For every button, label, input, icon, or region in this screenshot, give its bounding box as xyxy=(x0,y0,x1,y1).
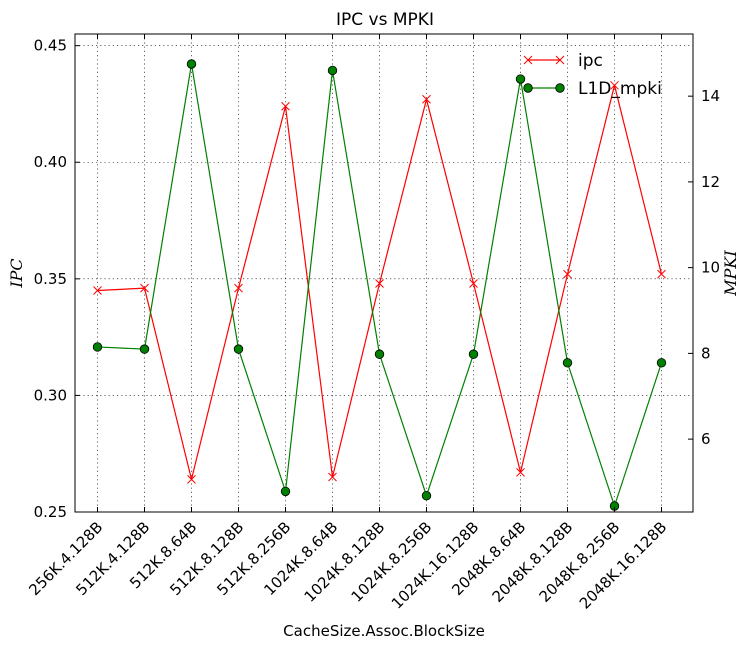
x-marker xyxy=(93,286,102,295)
series-layer xyxy=(92,59,667,511)
x-tick-label: 2048K.8.256B xyxy=(536,518,624,606)
x-marker xyxy=(657,269,666,279)
circle-marker xyxy=(92,342,103,352)
circle-marker xyxy=(233,344,244,354)
y-tick-label-right: 10 xyxy=(701,259,720,277)
circle-marker xyxy=(374,349,385,359)
y-tick-label-left: 0.25 xyxy=(34,503,67,521)
ticks: 256K.4.128B512K.4.128B512K.8.64B512K.8.1… xyxy=(25,34,720,613)
x-axis-label: CacheSize.Assoc.BlockSize xyxy=(283,622,485,640)
y-tick-label-right: 14 xyxy=(701,87,720,105)
x-marker xyxy=(523,55,533,65)
y-tick-label-left: 0.35 xyxy=(34,270,67,288)
grid xyxy=(75,34,693,513)
y-tick-label-left: 0.40 xyxy=(34,153,67,171)
y-tick-label-right: 6 xyxy=(701,430,711,448)
y-axis-label-right: MPKI xyxy=(721,250,740,297)
legend-entry: L1D_mpki xyxy=(523,79,662,99)
x-tick-label: 1024K.8.128B xyxy=(301,518,389,606)
x-marker xyxy=(281,101,290,111)
legend: ipc L1D_mpki xyxy=(523,51,662,99)
circle-marker xyxy=(139,344,150,354)
legend-label: L1D_mpki xyxy=(578,79,662,99)
chart-title: IPC vs MPKI xyxy=(336,10,434,30)
circle-marker xyxy=(562,358,573,368)
circle-marker xyxy=(555,83,565,93)
x-marker xyxy=(422,94,431,104)
x-tick-label: 1024K.8.256B xyxy=(348,518,436,606)
x-marker xyxy=(375,279,384,288)
circle-marker xyxy=(280,486,291,497)
circle-marker xyxy=(186,59,197,69)
series-L1D_mpki xyxy=(92,59,667,511)
circle-marker xyxy=(523,83,533,93)
series-line xyxy=(97,85,663,480)
legend-entry: ipc xyxy=(523,51,603,71)
x-marker xyxy=(563,269,572,279)
x-marker xyxy=(234,283,243,293)
y-axis-label-left: IPC xyxy=(7,258,26,288)
y-tick-label-right: 12 xyxy=(701,173,720,191)
y-tick-label-left: 0.45 xyxy=(34,37,67,55)
x-marker xyxy=(555,55,565,65)
circle-marker xyxy=(421,491,432,501)
y-tick-label-right: 8 xyxy=(701,344,711,362)
x-marker xyxy=(328,472,337,482)
x-marker xyxy=(610,80,619,90)
x-marker xyxy=(469,279,478,288)
circle-marker xyxy=(327,65,338,76)
legend-label: ipc xyxy=(578,51,603,71)
x-tick-label: 2048K.16.128B xyxy=(576,518,670,612)
x-marker xyxy=(140,283,149,293)
plot-frame xyxy=(74,33,694,513)
series-ipc xyxy=(93,80,666,484)
x-marker xyxy=(516,468,525,477)
y-tick-label-left: 0.30 xyxy=(34,386,67,404)
x-tick-label: 2048K.8.128B xyxy=(489,518,577,606)
circle-marker xyxy=(656,358,667,368)
circle-marker xyxy=(468,349,479,359)
circle-marker xyxy=(515,74,526,84)
x-marker xyxy=(187,475,196,484)
